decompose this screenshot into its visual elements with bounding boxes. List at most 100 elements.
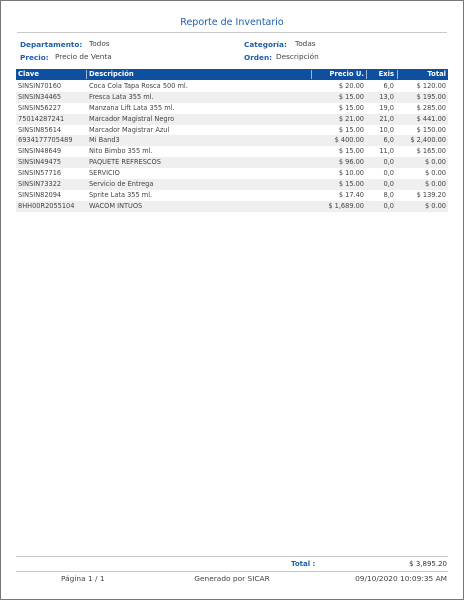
header-separator (366, 70, 367, 79)
header-exis: Exis (378, 70, 394, 78)
cell-precio: $ 10.00 (338, 169, 364, 178)
cell-total: $ 0.00 (425, 158, 446, 167)
filter-departamento-value: Todos (89, 39, 110, 48)
cell-precio: $ 15.00 (338, 147, 364, 156)
cell-precio: $ 20.00 (338, 82, 364, 90)
filter-orden-label: Orden: (244, 53, 273, 62)
filter-departamento: Departamento: Todos (20, 39, 110, 49)
filters-section: Departamento: Todos Categoría: Todas Pre… (17, 38, 447, 64)
table-row: SINSIN73322 Servicio de Entrega $ 15.00 … (16, 179, 448, 190)
filter-categoria-value: Todas (295, 39, 316, 48)
cell-descripcion: Manzana Lift Lata 355 ml. (89, 103, 175, 112)
header-total: Total (427, 70, 446, 78)
table-row: SINSIN85614 Marcador Magistrar Azul $ 15… (16, 125, 448, 136)
header-descripcion: Descripción (89, 70, 134, 78)
cell-exis: 0,0 (383, 169, 395, 178)
footer-divider (16, 571, 448, 572)
grand-total-value: $ 3,895.20 (409, 560, 447, 568)
filter-orden: Orden: Descripción (244, 52, 319, 62)
total-divider (16, 556, 448, 557)
table-row: SINSIN57716 SERVICIO $ 10.00 0,0 $ 0.00 (16, 168, 448, 179)
cell-clave: SINSIN70160 (18, 82, 62, 90)
cell-clave: 8HH00R2055104 (18, 201, 75, 210)
cell-exis: 6,0 (383, 136, 395, 145)
filter-precio: Precio: Precio de Venta (20, 52, 112, 62)
table-row: SINSIN56227 Manzana Lift Lata 355 ml. $ … (16, 103, 448, 114)
cell-descripcion: PAQUETE REFRESCOS (89, 158, 161, 167)
filter-precio-value: Precio de Venta (55, 52, 112, 61)
cell-total: $ 0.00 (425, 169, 446, 178)
title-divider (17, 32, 447, 33)
header-separator (311, 70, 312, 79)
cell-total: $ 195.00 (416, 92, 446, 101)
cell-descripcion: SERVICIO (89, 169, 120, 178)
cell-exis: 21,0 (379, 114, 394, 123)
cell-precio: $ 15.00 (338, 125, 364, 134)
cell-total: $ 0.00 (425, 201, 446, 210)
cell-exis: 8,0 (383, 190, 395, 199)
header-clave: Clave (18, 70, 39, 78)
filter-categoria: Categoría: Todas (244, 39, 316, 49)
cell-exis: 0,0 (383, 158, 395, 167)
header-separator (397, 70, 398, 79)
table-row: 75014287241 Marcador Magistral Negro $ 2… (16, 113, 448, 125)
cell-precio: $ 400.00 (334, 136, 364, 145)
cell-descripcion: Nito Bimbo 355 ml. (89, 147, 153, 156)
table-row: SINSIN48649 Nito Bimbo 355 ml. $ 15.00 1… (16, 146, 448, 157)
table-header: Clave Descripción Precio U. Exis Total (16, 69, 448, 80)
cell-total: $ 2,400.00 (410, 136, 446, 145)
footer-page-number: Página 1 / 1 (61, 574, 105, 583)
cell-clave: SINSIN82094 (18, 190, 62, 199)
cell-descripcion: Servicio de Entrega (89, 180, 154, 189)
cell-clave: SINSIN57716 (18, 169, 62, 178)
header-precio: Precio U. (329, 70, 364, 78)
grand-total-label: Total : (291, 560, 316, 568)
cell-descripcion: Fresca Lata 355 ml. (89, 92, 154, 101)
cell-exis: 0,0 (383, 180, 395, 189)
table-row: 8HH00R2055104 WACOM INTUOS $ 1,689.00 0,… (16, 200, 448, 212)
table-row: 6934177705489 Mi Band3 $ 400.00 6,0 $ 2,… (16, 135, 448, 147)
table-body: SINSIN70160 Coca Cola Tapa Rosca 500 ml.… (16, 81, 448, 212)
table-row: SINSIN70160 Coca Cola Tapa Rosca 500 ml.… (16, 81, 448, 92)
cell-precio: $ 1,689.00 (328, 201, 364, 210)
cell-total: $ 285.00 (416, 103, 446, 112)
cell-exis: 19,0 (379, 103, 394, 112)
cell-descripcion: Marcador Magistrar Azul (89, 125, 170, 134)
cell-exis: 13,0 (379, 92, 394, 101)
cell-clave: SINSIN34465 (18, 92, 62, 101)
cell-precio: $ 15.00 (338, 180, 364, 189)
cell-descripcion: WACOM INTUOS (89, 201, 143, 210)
cell-total: $ 0.00 (425, 180, 446, 189)
cell-clave: 75014287241 (18, 114, 65, 123)
cell-clave: SINSIN73322 (18, 180, 62, 189)
cell-descripcion: Marcador Magistral Negro (89, 114, 175, 123)
cell-exis: 0,0 (383, 201, 395, 210)
cell-descripcion: Sprite Lata 355 ml. (89, 190, 153, 199)
filter-orden-value: Descripción (276, 52, 319, 61)
footer-datetime: 09/10/2020 10:09:35 AM (355, 574, 447, 583)
cell-clave: SINSIN49475 (18, 158, 62, 167)
report-title: Reporte de Inventario (180, 17, 284, 28)
filter-departamento-label: Departamento: (20, 40, 83, 49)
cell-precio: $ 21.00 (338, 114, 364, 123)
cell-total: $ 150.00 (416, 125, 446, 134)
table-row: SINSIN82094 Sprite Lata 355 ml. $ 17.40 … (16, 190, 448, 201)
cell-descripcion: Coca Cola Tapa Rosca 500 ml. (89, 82, 188, 90)
cell-total: $ 139.20 (416, 190, 446, 199)
cell-total: $ 441.00 (416, 114, 446, 123)
header-separator (86, 70, 87, 79)
cell-precio: $ 17.40 (338, 190, 364, 199)
cell-clave: 6934177705489 (18, 136, 73, 145)
cell-precio: $ 15.00 (338, 103, 364, 112)
cell-precio: $ 96.00 (338, 158, 364, 167)
cell-exis: 11,0 (379, 147, 394, 156)
cell-clave: SINSIN56227 (18, 103, 62, 112)
filter-categoria-label: Categoría: (244, 40, 287, 49)
filter-precio-label: Precio: (20, 53, 49, 62)
cell-descripcion: Mi Band3 (89, 136, 120, 145)
cell-precio: $ 15.00 (338, 92, 364, 101)
cell-total: $ 120.00 (416, 82, 446, 90)
cell-exis: 10,0 (379, 125, 394, 134)
table-row: SINSIN49475 PAQUETE REFRESCOS $ 96.00 0,… (16, 157, 448, 169)
